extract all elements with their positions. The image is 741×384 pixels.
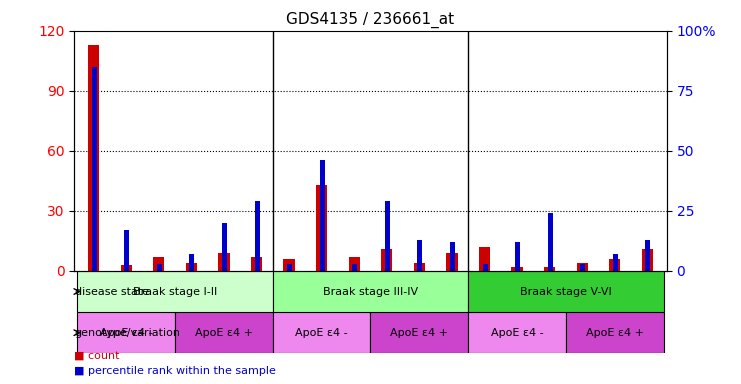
Bar <box>250 257 262 271</box>
Bar <box>413 263 425 271</box>
Text: disease state: disease state <box>75 286 149 296</box>
Bar <box>316 185 328 271</box>
Bar <box>417 240 422 271</box>
Bar <box>580 264 585 271</box>
FancyBboxPatch shape <box>370 312 468 353</box>
Text: ApoE ε4 -: ApoE ε4 - <box>296 328 348 338</box>
FancyBboxPatch shape <box>468 271 664 312</box>
Bar <box>381 249 393 271</box>
Text: ApoE ε4 +: ApoE ε4 + <box>586 328 644 338</box>
Bar <box>219 253 230 271</box>
Bar <box>544 267 555 271</box>
Bar <box>645 240 651 271</box>
FancyBboxPatch shape <box>273 312 370 353</box>
Title: GDS4135 / 236661_at: GDS4135 / 236661_at <box>287 12 454 28</box>
FancyBboxPatch shape <box>77 271 273 312</box>
Text: ■ count: ■ count <box>74 351 119 361</box>
Text: Braak stage I-II: Braak stage I-II <box>133 286 217 296</box>
Text: ApoE ε4 -: ApoE ε4 - <box>491 328 543 338</box>
Bar <box>482 264 488 271</box>
FancyBboxPatch shape <box>175 312 273 353</box>
Bar <box>287 264 292 271</box>
Bar <box>450 242 455 271</box>
Bar <box>190 254 194 271</box>
Bar <box>576 263 588 271</box>
Text: ApoE ε4 +: ApoE ε4 + <box>195 328 253 338</box>
FancyBboxPatch shape <box>468 312 566 353</box>
Bar <box>446 253 458 271</box>
Bar <box>613 254 618 271</box>
Bar <box>157 264 162 271</box>
Bar <box>609 259 620 271</box>
Bar <box>642 249 653 271</box>
FancyBboxPatch shape <box>273 271 468 312</box>
Text: Braak stage V-VI: Braak stage V-VI <box>520 286 612 296</box>
Bar <box>222 223 227 271</box>
Text: genotype/variation: genotype/variation <box>75 328 181 338</box>
Text: Braak stage III-IV: Braak stage III-IV <box>323 286 418 296</box>
FancyBboxPatch shape <box>566 312 664 353</box>
Bar <box>348 257 360 271</box>
Bar <box>124 230 130 271</box>
Bar <box>511 267 522 271</box>
Bar <box>352 264 357 271</box>
Text: ApoE ε4 -: ApoE ε4 - <box>100 328 153 338</box>
Text: ■ percentile rank within the sample: ■ percentile rank within the sample <box>74 366 276 376</box>
FancyBboxPatch shape <box>77 312 175 353</box>
Bar <box>254 201 259 271</box>
Bar <box>88 45 99 271</box>
Bar <box>515 242 520 271</box>
Bar <box>92 67 97 271</box>
Bar <box>319 161 325 271</box>
Bar <box>479 247 491 271</box>
Bar <box>283 259 295 271</box>
Bar <box>186 263 197 271</box>
Bar <box>548 213 553 271</box>
Bar <box>385 201 390 271</box>
Bar <box>121 265 132 271</box>
Text: ApoE ε4 +: ApoE ε4 + <box>391 328 448 338</box>
Bar <box>153 257 165 271</box>
